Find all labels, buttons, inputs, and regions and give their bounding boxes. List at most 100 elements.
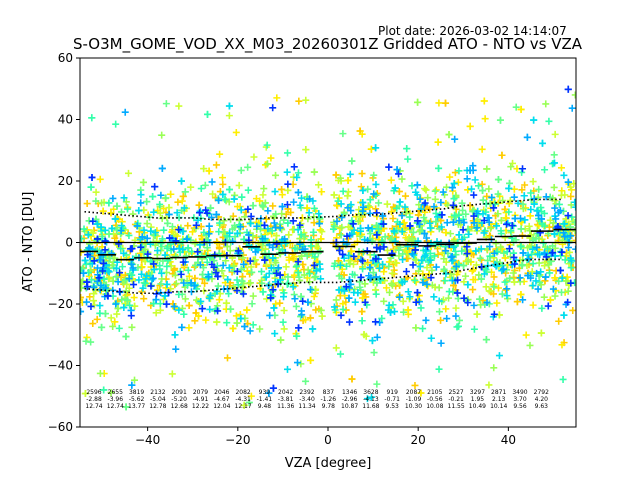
scatter-point: [460, 278, 468, 286]
x-tick-label: 0: [324, 433, 332, 447]
scatter-point: [490, 364, 498, 372]
scatter-point: [524, 244, 532, 252]
scatter-point: [366, 209, 374, 217]
scatter-point: [96, 302, 104, 310]
bin-stat: 939: [259, 389, 271, 396]
scatter-point: [129, 264, 137, 272]
scatter-point: [211, 251, 219, 259]
scatter-point: [380, 297, 388, 305]
bin-stat: 10.30: [405, 403, 422, 410]
scatter-point: [183, 235, 191, 243]
scatter-point: [262, 261, 270, 269]
scatter-point: [421, 251, 429, 259]
scatter-point: [432, 218, 440, 226]
scatter-point: [113, 310, 121, 318]
scatter-point: [180, 204, 188, 212]
scatter-point: [551, 204, 559, 212]
scatter-point: [500, 249, 508, 257]
scatter-point: [267, 154, 275, 162]
scatter-point: [402, 267, 410, 275]
scatter-point: [430, 252, 438, 260]
scatter-point: [498, 151, 506, 159]
scatter-point: [395, 187, 403, 195]
scatter-point: [375, 199, 383, 207]
scatter-point: [564, 298, 572, 306]
scatter-point: [517, 243, 525, 251]
scatter-point: [184, 244, 192, 252]
scatter-point: [390, 203, 398, 211]
scatter-point: [304, 266, 312, 274]
scatter-point: [195, 312, 203, 320]
scatter-point: [278, 210, 286, 218]
scatter-point: [292, 262, 300, 270]
scatter-point: [171, 231, 179, 239]
scatter-point: [369, 269, 377, 277]
scatter-point: [562, 277, 570, 285]
scatter-point: [269, 384, 277, 392]
bin-stat: 3628: [363, 389, 378, 396]
scatter-point: [138, 242, 146, 250]
scatter-point: [336, 261, 344, 269]
scatter-point: [280, 293, 288, 301]
scatter-point: [269, 254, 277, 262]
scatter-point: [383, 200, 391, 208]
scatter-point: [510, 185, 518, 193]
scatter-point: [459, 206, 467, 214]
scatter-point: [391, 259, 399, 267]
scatter-point: [567, 183, 575, 191]
scatter-point: [455, 231, 463, 239]
scatter-point: [550, 159, 558, 167]
scatter-point: [412, 298, 420, 306]
scatter-point: [187, 183, 195, 191]
scatter-point: [205, 273, 213, 281]
scatter-point: [527, 205, 535, 213]
scatter-point: [424, 194, 432, 202]
scatter-point: [330, 225, 338, 233]
scatter-point: [404, 288, 412, 296]
bin-stat: 2091: [172, 389, 187, 396]
scatter-point: [533, 269, 541, 277]
scatter-point: [247, 212, 255, 220]
bin-stat: 3490: [512, 389, 527, 396]
scatter-point: [402, 255, 410, 263]
scatter-point: [225, 186, 233, 194]
scatter-point: [260, 185, 268, 193]
scatter-point: [289, 283, 297, 291]
scatter-point: [163, 244, 171, 252]
scatter-point: [432, 263, 440, 271]
scatter-point: [368, 225, 376, 233]
scatter-point: [350, 226, 358, 234]
scatter-point: [330, 262, 338, 270]
scatter-point: [135, 207, 143, 215]
scatter-point: [147, 227, 155, 235]
scatter-point: [434, 250, 442, 258]
scatter-point: [143, 198, 151, 206]
scatter-point: [312, 267, 320, 275]
scatter-point: [172, 280, 180, 288]
scatter-point: [278, 203, 286, 211]
bin-stat: 2105: [427, 389, 442, 396]
scatter-point: [272, 210, 280, 218]
scatter-point: [559, 375, 567, 383]
scatter-point: [380, 268, 388, 276]
scatter-point: [519, 296, 527, 304]
scatter-point: [213, 239, 221, 247]
scatter-point: [107, 389, 115, 397]
scatter-point: [408, 250, 416, 258]
scatter-point: [420, 230, 428, 238]
scatter-point: [215, 296, 223, 304]
scatter-point: [518, 186, 526, 194]
scatter-point: [96, 369, 104, 377]
scatter-point: [302, 377, 310, 385]
scatter-point: [554, 224, 562, 232]
scatter-point: [122, 333, 130, 341]
scatter-point: [510, 253, 518, 261]
scatter-point: [358, 130, 366, 138]
scatter-point: [306, 286, 314, 294]
scatter-point: [339, 187, 347, 195]
scatter-point: [164, 219, 172, 227]
scatter-point: [304, 215, 312, 223]
scatter-point: [96, 175, 104, 183]
scatter-point: [214, 307, 222, 315]
